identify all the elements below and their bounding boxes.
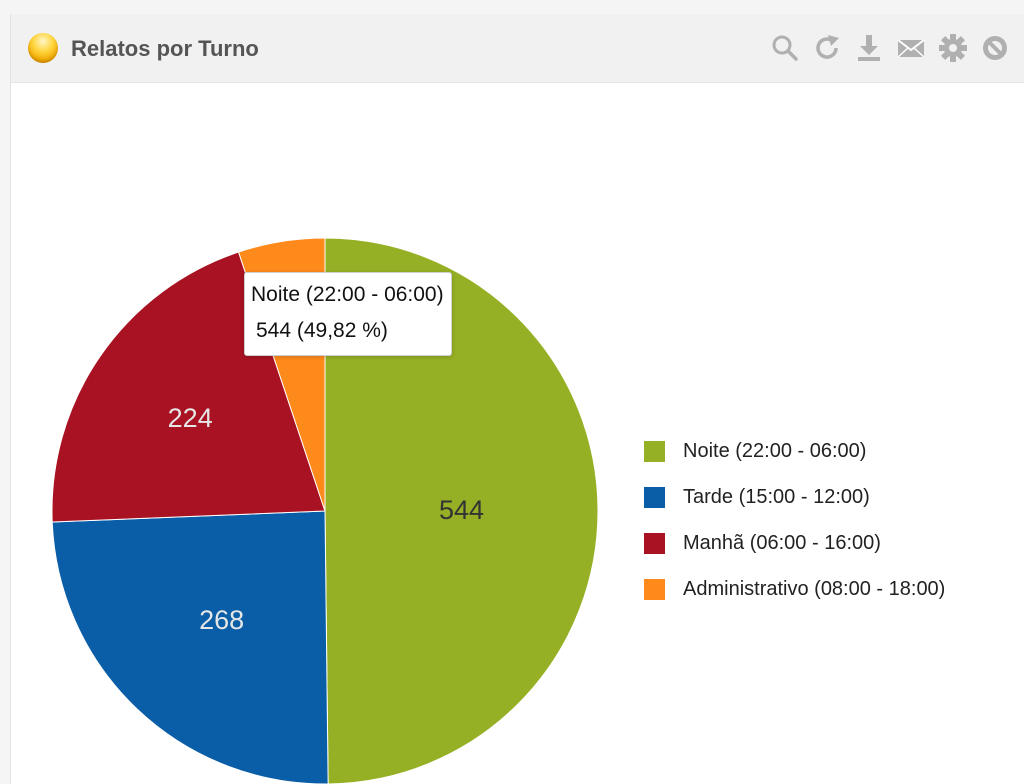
widget-header: Relatos por Turno: [11, 14, 1024, 83]
legend-swatch: [644, 578, 665, 600]
legend-item-0[interactable]: Noite (22:00 - 06:00): [644, 428, 945, 474]
slice-value-label-1: 268: [199, 605, 244, 635]
gear-icon[interactable]: [935, 31, 971, 65]
pie-slice-0[interactable]: [324, 237, 599, 784]
search-icon[interactable]: [767, 31, 803, 65]
tooltip-title: Noite (22:00 - 06:00): [251, 283, 444, 306]
email-icon[interactable]: [893, 31, 929, 65]
chart-tooltip: Noite (22:00 - 06:00) 544 (49,82 %): [244, 272, 452, 356]
chart-widget: Relatos por Turno: [10, 14, 1024, 784]
block-icon[interactable]: [977, 31, 1013, 65]
legend-label: Noite (22:00 - 06:00): [683, 439, 867, 462]
legend-label: Administrativo (08:00 - 18:00): [683, 577, 946, 600]
legend-swatch: [644, 532, 665, 554]
widget-toolbar: [767, 31, 1013, 65]
pie-chart: 54426822456: [51, 237, 599, 784]
legend-label: Tarde (15:00 - 12:00): [683, 485, 870, 508]
slice-value-label-0: 544: [439, 495, 484, 525]
pie-slice-1[interactable]: [51, 510, 329, 784]
tooltip-value: 544 (49,82 %): [256, 319, 388, 342]
widget-title: Relatos por Turno: [71, 36, 259, 61]
legend-item-1[interactable]: Tarde (15:00 - 12:00): [644, 474, 945, 520]
legend-swatch: [644, 440, 665, 462]
slice-value-label-2: 224: [168, 403, 213, 433]
status-orb-icon: [28, 33, 58, 63]
refresh-icon[interactable]: [809, 31, 845, 65]
legend-label: Manhã (06:00 - 16:00): [683, 531, 881, 554]
chart-legend: Noite (22:00 - 06:00) Tarde (15:00 - 12:0…: [644, 428, 945, 612]
legend-item-3[interactable]: Administrativo (08:00 - 18:00): [644, 566, 945, 612]
legend-item-2[interactable]: Manhã (06:00 - 16:00): [644, 520, 945, 566]
legend-swatch: [644, 486, 665, 508]
download-icon[interactable]: [851, 31, 887, 65]
